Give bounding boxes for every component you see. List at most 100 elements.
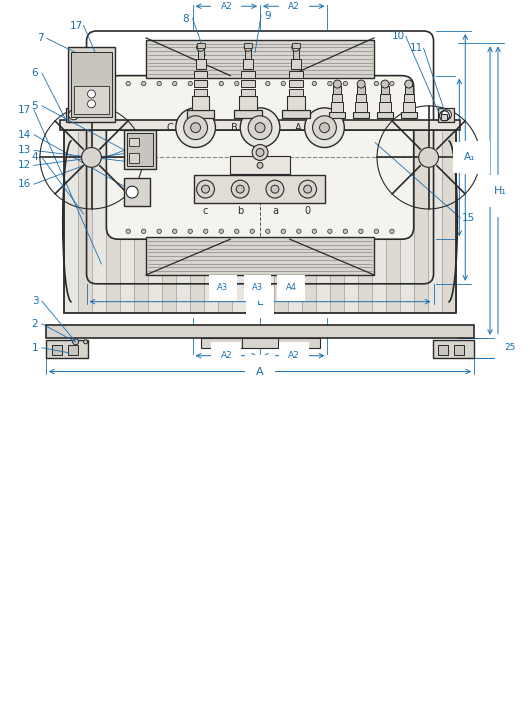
- Bar: [239, 96, 257, 110]
- Circle shape: [84, 340, 87, 344]
- Circle shape: [328, 81, 332, 86]
- Circle shape: [82, 148, 101, 167]
- Bar: [187, 110, 215, 118]
- Circle shape: [441, 110, 452, 120]
- Bar: [355, 102, 367, 112]
- Text: 14: 14: [17, 130, 31, 140]
- Circle shape: [231, 180, 249, 198]
- Bar: [358, 130, 372, 313]
- Bar: [441, 114, 447, 120]
- Circle shape: [235, 81, 239, 86]
- Circle shape: [87, 90, 95, 98]
- Text: b: b: [237, 206, 243, 216]
- Circle shape: [313, 116, 337, 139]
- Text: B: B: [471, 152, 479, 162]
- Text: 1: 1: [32, 343, 38, 353]
- Bar: [414, 130, 428, 313]
- Text: A2: A2: [288, 351, 299, 360]
- Text: C: C: [166, 123, 173, 133]
- Bar: [192, 96, 209, 110]
- Bar: [127, 133, 153, 166]
- Bar: [46, 325, 474, 338]
- Bar: [331, 102, 343, 112]
- Circle shape: [292, 44, 299, 51]
- Bar: [197, 44, 205, 49]
- Circle shape: [266, 229, 270, 233]
- Circle shape: [333, 80, 341, 88]
- Circle shape: [357, 80, 365, 88]
- FancyBboxPatch shape: [107, 76, 414, 239]
- Bar: [289, 89, 303, 96]
- Circle shape: [236, 185, 244, 193]
- Circle shape: [312, 81, 316, 86]
- Circle shape: [390, 229, 394, 233]
- Bar: [46, 340, 87, 358]
- Circle shape: [201, 185, 209, 193]
- Bar: [193, 80, 208, 87]
- Bar: [302, 130, 316, 313]
- Bar: [243, 59, 253, 69]
- Circle shape: [176, 108, 215, 148]
- Bar: [404, 94, 414, 102]
- Text: B: B: [231, 123, 237, 133]
- Bar: [289, 71, 303, 78]
- Circle shape: [173, 81, 177, 86]
- Bar: [379, 102, 391, 112]
- Circle shape: [255, 123, 265, 133]
- Bar: [282, 110, 310, 118]
- Bar: [120, 130, 134, 313]
- Circle shape: [248, 116, 272, 139]
- Bar: [274, 130, 288, 313]
- Circle shape: [374, 81, 378, 86]
- Circle shape: [256, 149, 264, 156]
- Text: 2: 2: [32, 319, 38, 329]
- Bar: [200, 338, 320, 348]
- Bar: [428, 130, 443, 313]
- Circle shape: [281, 229, 286, 233]
- Circle shape: [173, 229, 177, 233]
- Bar: [400, 130, 414, 313]
- Bar: [386, 130, 400, 313]
- Text: 16: 16: [17, 179, 31, 189]
- Bar: [162, 130, 176, 313]
- Text: H: H: [504, 196, 512, 206]
- Circle shape: [304, 185, 312, 193]
- Text: 5: 5: [32, 101, 38, 111]
- Circle shape: [312, 229, 316, 233]
- Circle shape: [252, 144, 268, 161]
- Bar: [241, 71, 255, 78]
- Bar: [260, 130, 274, 313]
- Circle shape: [204, 81, 208, 86]
- Circle shape: [219, 229, 224, 233]
- Bar: [403, 102, 414, 112]
- Bar: [78, 130, 92, 313]
- Bar: [176, 130, 190, 313]
- Circle shape: [126, 186, 138, 198]
- Text: 17: 17: [70, 21, 83, 31]
- Bar: [106, 130, 120, 313]
- Bar: [234, 110, 262, 118]
- Bar: [333, 86, 341, 94]
- Bar: [288, 130, 302, 313]
- Circle shape: [257, 162, 263, 169]
- Bar: [146, 237, 374, 275]
- Text: A2: A2: [288, 1, 299, 11]
- Bar: [146, 40, 374, 78]
- Bar: [193, 71, 208, 78]
- Bar: [204, 130, 218, 313]
- Circle shape: [305, 108, 345, 148]
- Bar: [377, 112, 393, 118]
- Bar: [454, 345, 464, 355]
- Bar: [134, 130, 148, 313]
- Text: A2: A2: [220, 1, 232, 11]
- Circle shape: [126, 81, 130, 86]
- Bar: [129, 138, 139, 146]
- Text: A3: A3: [252, 283, 263, 292]
- Circle shape: [157, 81, 162, 86]
- Bar: [380, 94, 390, 102]
- Circle shape: [299, 180, 316, 198]
- Bar: [401, 112, 417, 118]
- Bar: [381, 86, 389, 94]
- Text: c: c: [203, 206, 208, 216]
- Bar: [344, 130, 358, 313]
